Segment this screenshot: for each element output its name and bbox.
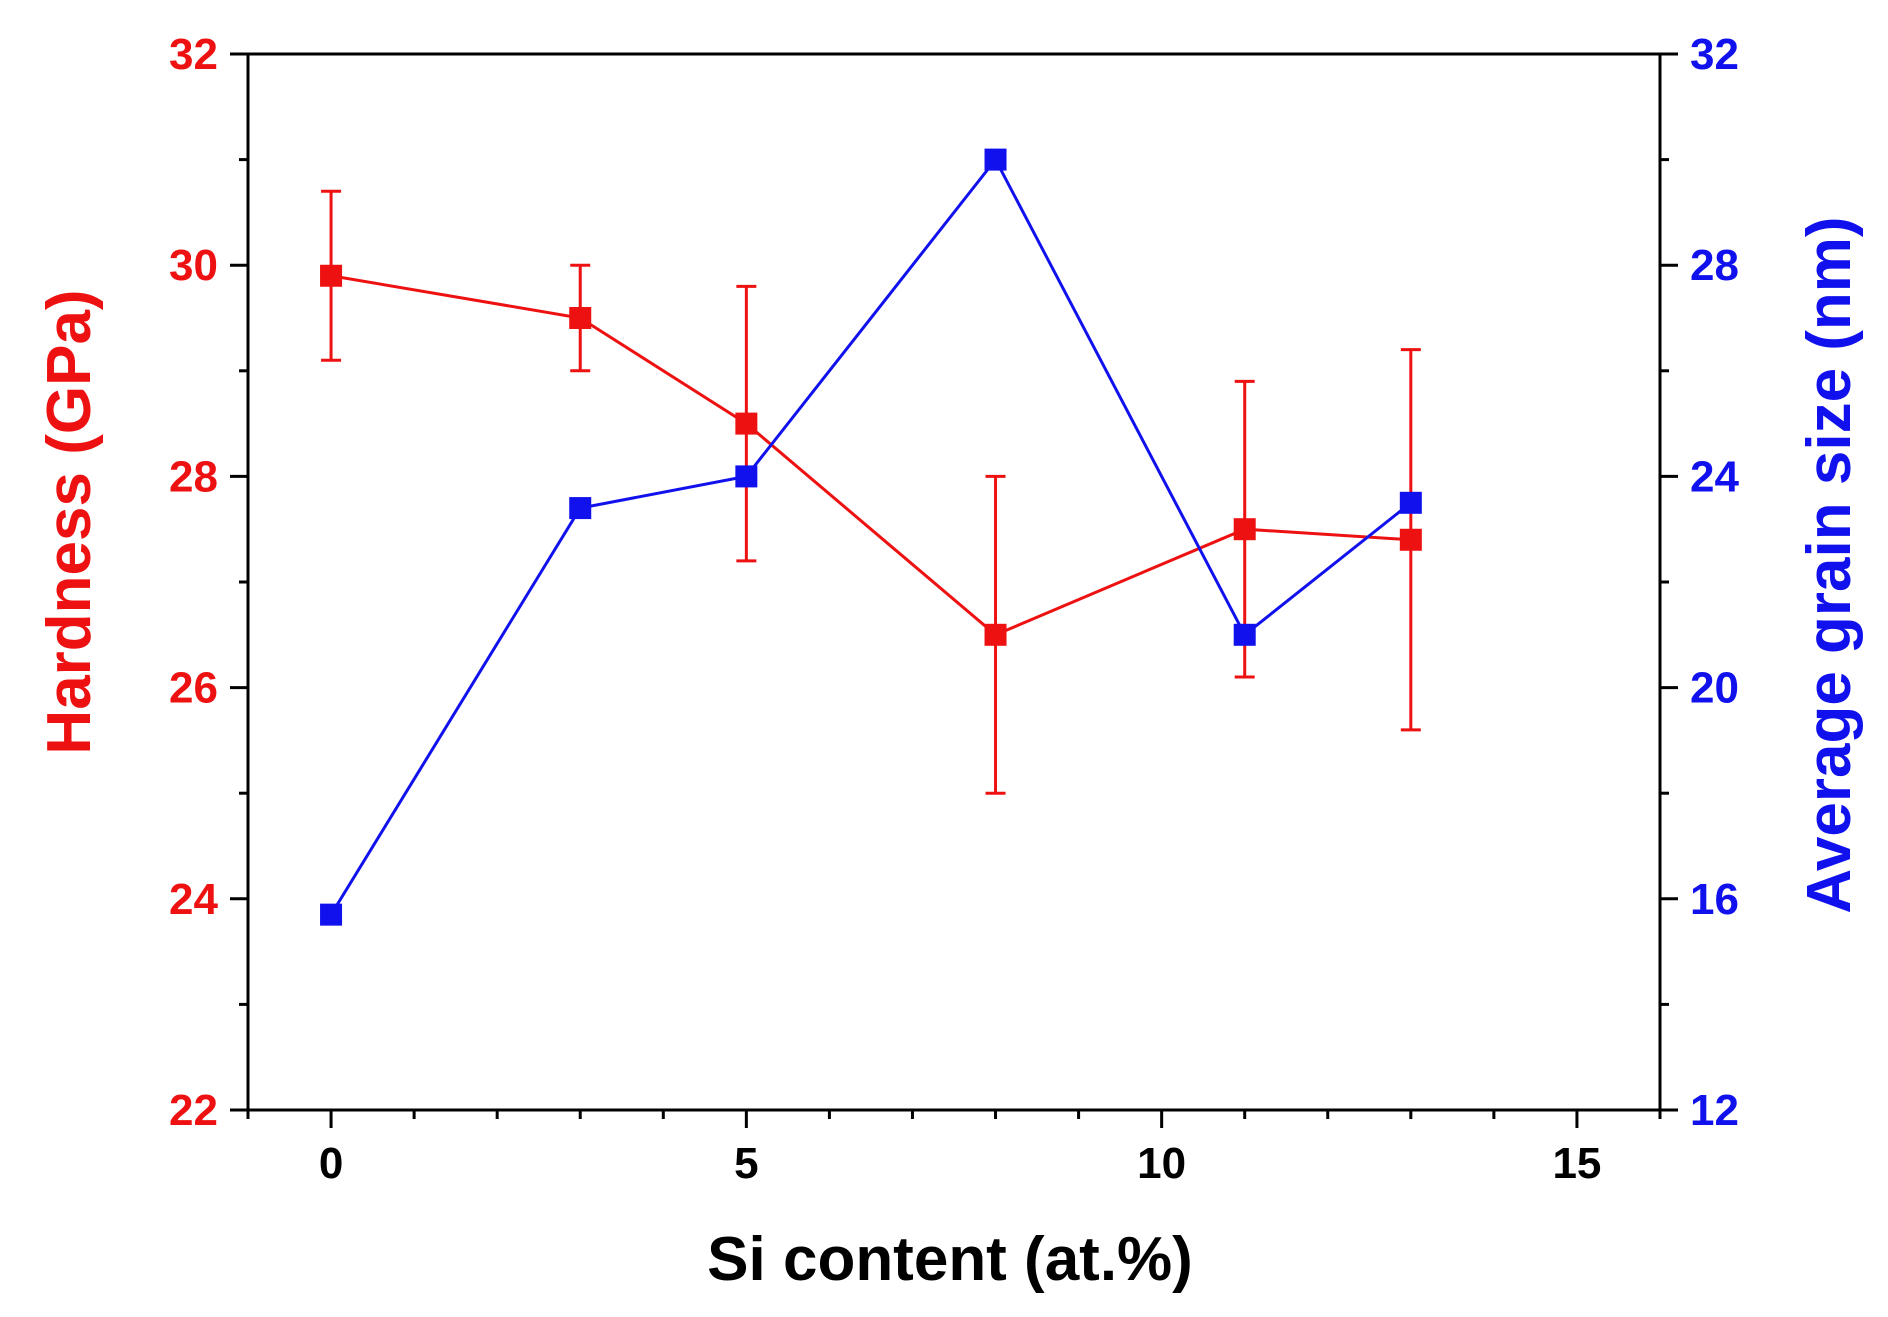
y-right-tick-label: 20 [1690,664,1739,713]
y-right-tick-label: 12 [1690,1086,1739,1135]
y-left-tick-label: 28 [169,452,218,501]
y-left-tick-label: 24 [169,875,218,924]
average-grain-size-line [329,156,1412,916]
hardness-point [1399,528,1422,551]
hardness-line [330,274,1411,637]
axis-ticks [230,52,1678,1128]
hardness-point [735,412,758,435]
x-tick-label: 15 [1552,1139,1601,1188]
y-left-tick-label: 30 [169,241,218,290]
y-right-tick-label: 24 [1690,452,1739,501]
hardness-point [569,307,592,329]
y-left-tick-label: 26 [169,664,218,713]
x-tick-label: 0 [319,1139,343,1188]
hardness-point [1233,518,1256,541]
x-tick-label: 10 [1137,1139,1186,1188]
average-grain-size-point [569,497,592,520]
axis-tick-labels: 0 5 10 15 22 24 26 28 30 32 12 16 20 24 28 32 [169,30,1739,1188]
average-grain-size-point [1399,491,1422,514]
series-hardness [320,189,1422,795]
hardness-point [320,264,343,287]
y-left-axis-title: Hardness (GPa) [35,289,104,754]
x-axis-title: Si content (at.%) [707,1225,1193,1294]
hardness-point [984,623,1007,646]
data-series [320,148,1422,926]
average-grain-size-point [984,148,1007,171]
y-right-tick-label: 28 [1690,241,1739,290]
average-grain-size-point [735,465,758,488]
average-grain-size-point [1233,623,1256,646]
average-grain-size-point [320,903,343,926]
y-left-tick-label: 22 [169,1086,218,1135]
y-right-tick-label: 16 [1690,875,1739,924]
y-right-axis-title: Average grain size (nm) [1795,216,1864,913]
y-left-tick-label: 32 [169,30,218,79]
axis-titles: Si content (at.%) Hardness (GPa) Average… [35,216,1864,1294]
x-tick-label: 5 [734,1139,758,1188]
y-right-tick-label: 32 [1690,30,1739,79]
series-average-grain-size [320,148,1422,926]
